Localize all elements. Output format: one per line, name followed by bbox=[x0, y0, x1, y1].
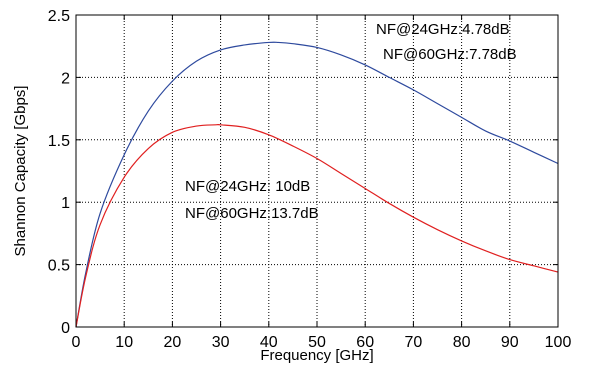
series-lines bbox=[75, 41, 559, 328]
x-tick-label: 20 bbox=[164, 334, 182, 351]
x-tick-label: 40 bbox=[260, 334, 278, 351]
y-tick-label: 0.5 bbox=[48, 258, 70, 275]
annotation-blue-60ghz: NF@60GHz:7.78dB bbox=[383, 46, 517, 63]
y-tick-label: 0 bbox=[61, 320, 70, 337]
x-tick-labels: 0 10 20 30 40 50 60 70 80 90 100 bbox=[72, 334, 572, 351]
y-tick-label: 1 bbox=[61, 195, 70, 212]
x-tick-label: 0 bbox=[72, 334, 81, 351]
x-tick-label: 90 bbox=[501, 334, 519, 351]
y-tick-labels: 0 0.5 1 1.5 2 2.5 bbox=[48, 8, 70, 337]
series-line-blue bbox=[75, 41, 559, 328]
x-tick-label: 50 bbox=[308, 334, 326, 351]
grid-lines bbox=[75, 14, 559, 328]
x-tick-label: 10 bbox=[115, 334, 133, 351]
plot-frame bbox=[75, 14, 559, 328]
y-tick-label: 2.5 bbox=[48, 8, 70, 25]
x-axis-label: Frequency [GHz] bbox=[260, 347, 373, 364]
x-tick-label: 70 bbox=[405, 334, 423, 351]
y-axis-label: Shannon Capacity [Gbps] bbox=[12, 86, 29, 257]
x-tick-label: 30 bbox=[212, 334, 230, 351]
y-tick-label: 1.5 bbox=[48, 133, 70, 150]
series-line-red bbox=[75, 123, 559, 328]
annotation-red-60ghz: NF@60GHz:13.7dB bbox=[185, 205, 319, 222]
x-tick-label: 60 bbox=[356, 334, 374, 351]
x-tick-label: 100 bbox=[545, 334, 572, 351]
annotation-red-24ghz: NF@24GHz: 10dB bbox=[185, 178, 310, 195]
y-tick-label: 2 bbox=[61, 70, 70, 87]
annotation-blue-24ghz: NF@24GHz:4.78dB bbox=[376, 21, 510, 38]
x-tick-label: 80 bbox=[453, 334, 471, 351]
